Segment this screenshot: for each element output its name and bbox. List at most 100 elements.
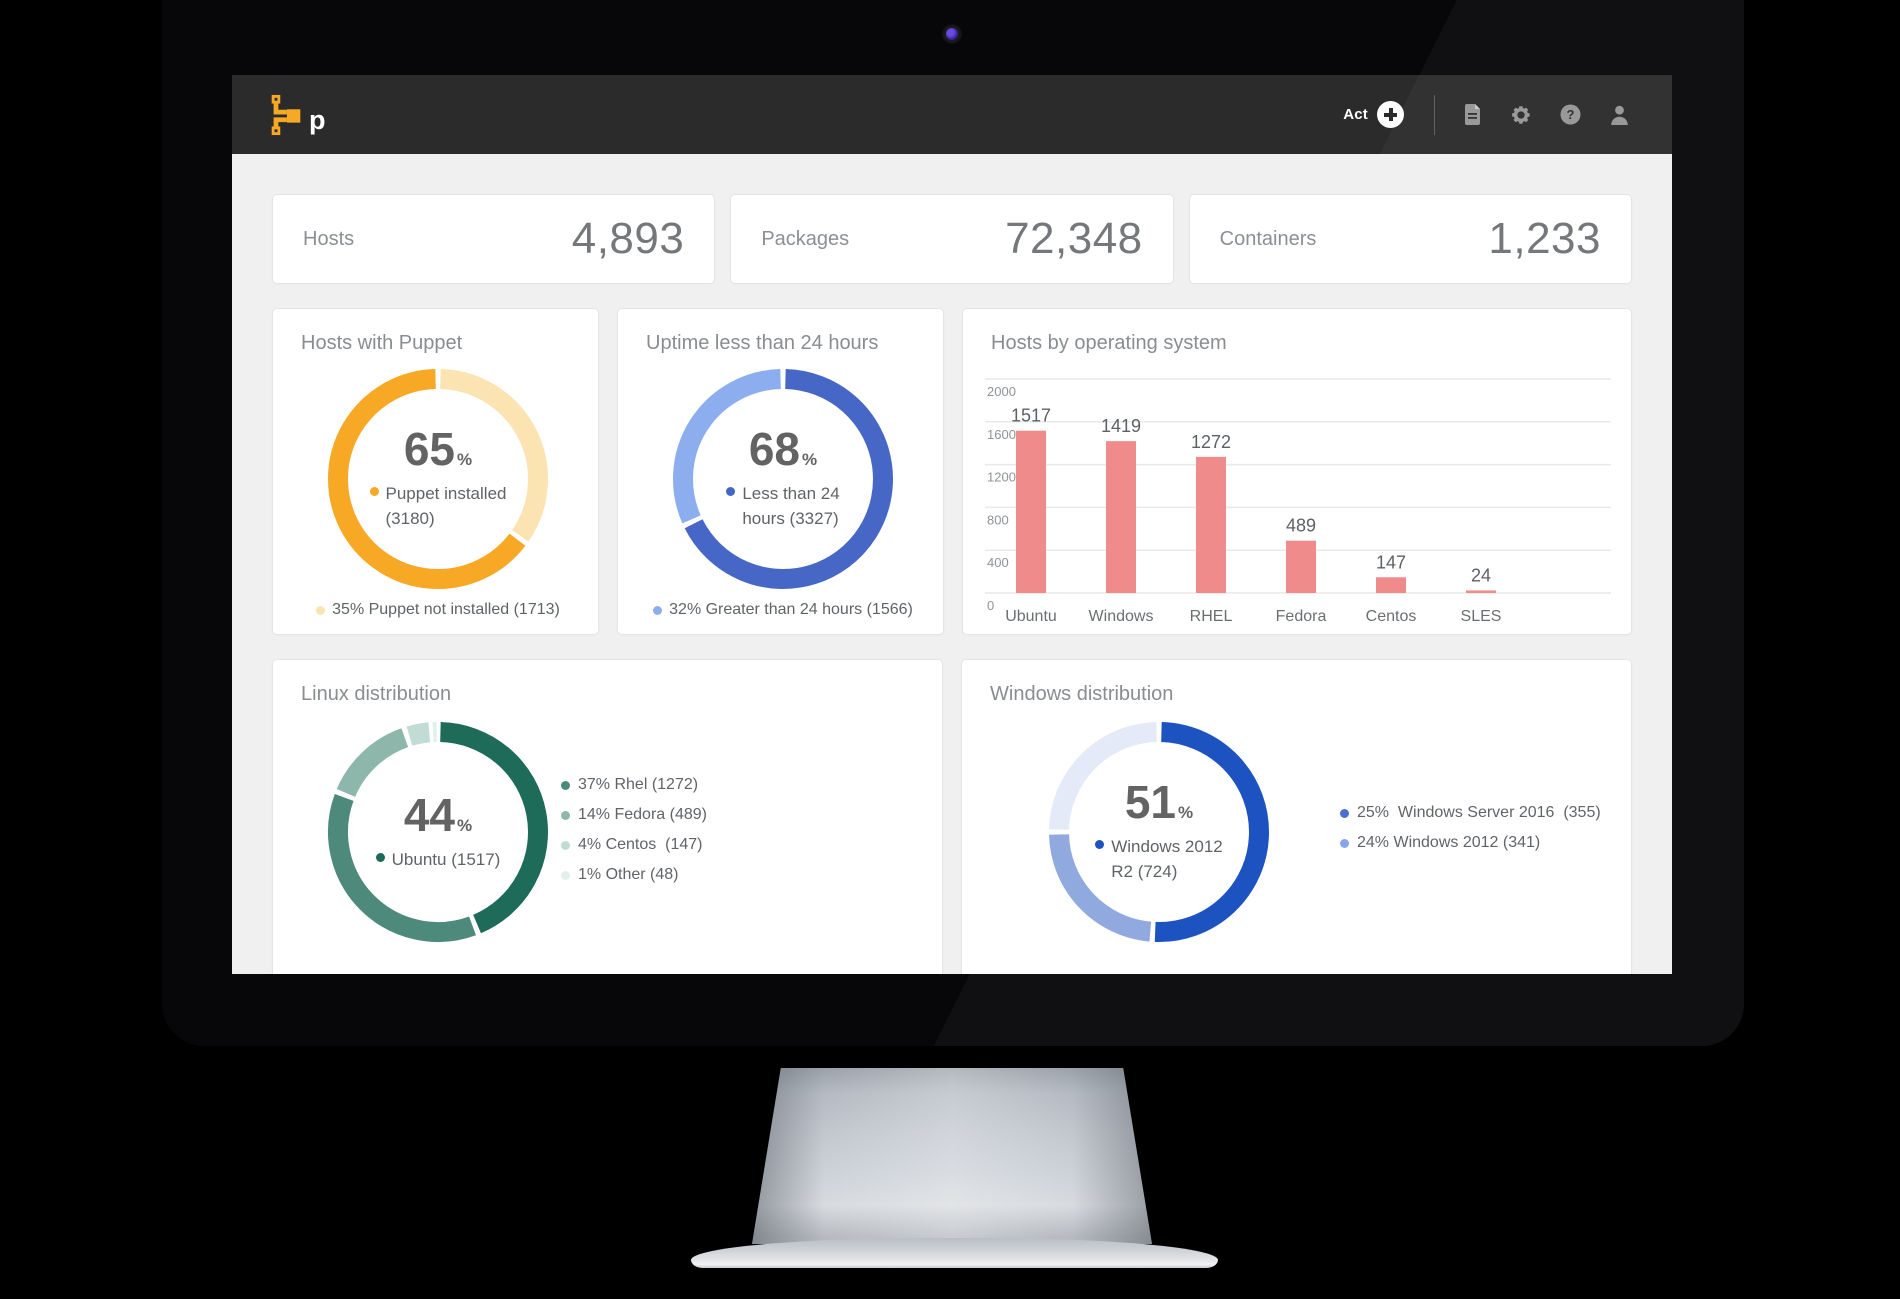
legend-dot — [561, 810, 570, 820]
svg-text:0: 0 — [987, 598, 994, 613]
stat-label: Packages — [761, 227, 850, 250]
donut-center-label: 51% Windows 2012 R2 (724) — [1039, 712, 1279, 952]
chart-legend: 32% Greater than 24 hours (1566) — [618, 601, 948, 619]
donut-center-label: 65% Puppet installed (3180) — [318, 359, 558, 599]
card-hosts-by-os: Hosts by operating system 2000 1600 1200 80… — [962, 308, 1632, 635]
svg-text:RHEL: RHEL — [1190, 608, 1233, 625]
donut-center-text: Windows 2012 R2 (724) — [1111, 837, 1223, 881]
legend-dot — [1340, 838, 1349, 848]
legend-dot — [369, 487, 379, 497]
legend-row: 14% Fedora (489) — [561, 806, 707, 824]
donut-ring — [1049, 722, 1269, 942]
svg-text:489: 489 — [1286, 516, 1316, 536]
webcam-lens — [946, 28, 958, 40]
stat-label: Containers — [1219, 227, 1317, 250]
svg-text:1600: 1600 — [987, 427, 1016, 442]
dashboard-content: Hosts 4,893 Packages 72,348 Containers 1… — [232, 154, 1672, 974]
legend-text: 35% Puppet not installed (1713) — [332, 601, 560, 618]
donut-center-label: 68% Less than 24 hours (3327) — [663, 359, 903, 599]
svg-text:1200: 1200 — [987, 470, 1016, 485]
svg-text:147: 147 — [1376, 552, 1406, 572]
gear-icon[interactable] — [1510, 104, 1532, 126]
card-windows-distribution: Windows distribution 51% Windows 2012 R2 (… — [961, 659, 1632, 974]
card-uptime: Uptime less than 24 hours 68% Less than 2… — [617, 308, 944, 635]
puppet-mark-icon — [271, 94, 301, 135]
charts-row-2: Linux distribution 44% Ubuntu (1517) 37% R… — [272, 659, 1632, 974]
act-button-label: Act — [1343, 106, 1368, 123]
donut-percentage: 65% — [403, 423, 473, 476]
legend-dot — [316, 605, 326, 615]
legend-row: 24% Windows 2012 (341) — [1340, 834, 1601, 852]
card-title: Linux distribution — [301, 683, 452, 705]
monitor-stand-base — [691, 1238, 1218, 1268]
chart-legend: 25% Windows Server 2016 (355) 24% Windows… — [1340, 804, 1601, 852]
stat-card-containers: Containers 1,233 — [1188, 194, 1632, 284]
stat-value: 4,893 — [571, 214, 685, 263]
topbar-icon-group: ? — [1461, 104, 1630, 126]
act-button[interactable]: Act — [1343, 101, 1404, 128]
svg-text:SLES: SLES — [1461, 608, 1502, 625]
svg-text:24: 24 — [1471, 565, 1491, 585]
svg-text:2000: 2000 — [987, 384, 1016, 399]
topbar-divider — [1434, 94, 1435, 135]
stat-card-hosts: Hosts 4,893 — [272, 194, 716, 284]
chart-legend: 35% Puppet not installed (1713) — [273, 601, 603, 619]
svg-text:Fedora: Fedora — [1276, 608, 1327, 625]
chart-legend: 37% Rhel (1272) 14% Fedora (489) 4% Centos… — [561, 776, 707, 884]
legend-dot — [726, 487, 736, 497]
svg-text:1419: 1419 — [1101, 416, 1141, 436]
svg-text:Ubuntu: Ubuntu — [1005, 608, 1057, 625]
svg-text:800: 800 — [987, 512, 1009, 527]
legend-row: 1% Other (48) — [561, 866, 707, 884]
legend-text: 4% Centos (147) — [578, 836, 703, 853]
svg-text:1517: 1517 — [1011, 406, 1051, 426]
stat-value: 72,348 — [1005, 214, 1143, 263]
webcam — [942, 24, 962, 44]
legend-text: 24% Windows 2012 (341) — [1357, 834, 1541, 851]
stat-card-packages: Packages 72,348 — [730, 194, 1174, 284]
stat-label: Hosts — [303, 227, 355, 250]
donut-center-text: Puppet installed (3180) — [385, 484, 507, 528]
plus-icon — [1377, 101, 1404, 128]
card-title: Uptime less than 24 hours — [646, 332, 879, 354]
legend-dot — [561, 840, 570, 850]
svg-text:1272: 1272 — [1191, 432, 1231, 452]
legend-dot — [561, 870, 570, 880]
stat-value: 1,233 — [1488, 214, 1601, 263]
legend-dot — [375, 852, 385, 862]
stat-row: Hosts 4,893 Packages 72,348 Containers 1… — [272, 194, 1632, 284]
donut-percentage: 44% — [403, 788, 473, 841]
monitor-stand-neck — [752, 1068, 1152, 1244]
donut-center-text: Ubuntu (1517) — [391, 849, 501, 869]
document-icon[interactable] — [1461, 104, 1483, 126]
legend-row: 25% Windows Server 2016 (355) — [1340, 804, 1601, 822]
card-linux-distribution: Linux distribution 44% Ubuntu (1517) 37% R… — [272, 659, 943, 974]
donut-center-label: 44% Ubuntu (1517) — [318, 712, 558, 952]
card-title: Hosts with Puppet — [301, 332, 463, 354]
puppet-logo[interactable]: p — [270, 94, 326, 136]
bar-chart: 2000 1600 1200 800 400 0 1517 Ubuntu 1419 Windows… — [985, 378, 1611, 625]
legend-text: 1% Other (48) — [578, 866, 679, 883]
legend-text: 32% Greater than 24 hours (1566) — [669, 601, 913, 618]
help-icon[interactable]: ? — [1559, 104, 1581, 126]
top-navigation-bar: p Act — [232, 75, 1672, 154]
donut-ring — [673, 369, 893, 589]
donut-center-text: Less than 24 hours (3327) — [742, 484, 840, 528]
svg-text:Centos: Centos — [1366, 608, 1417, 625]
svg-text:?: ? — [1566, 107, 1574, 122]
donut-percentage: 51% — [1124, 776, 1194, 829]
legend-row: 4% Centos (147) — [561, 836, 707, 854]
legend-text: 37% Rhel (1272) — [578, 776, 699, 793]
logo-wordmark: p — [309, 104, 326, 135]
donut-ring — [328, 369, 548, 589]
topbar-actions: Act — [1343, 94, 1630, 135]
legend-dot — [1095, 840, 1105, 850]
legend-dot — [653, 605, 663, 615]
screen: p Act — [232, 75, 1672, 974]
user-icon[interactable] — [1608, 104, 1630, 126]
legend-row: 37% Rhel (1272) — [561, 776, 707, 794]
card-hosts-with-puppet: Hosts with Puppet 65% Puppet installed (31… — [272, 308, 599, 635]
donut-percentage: 68% — [748, 423, 818, 476]
donut-ring — [328, 722, 548, 942]
